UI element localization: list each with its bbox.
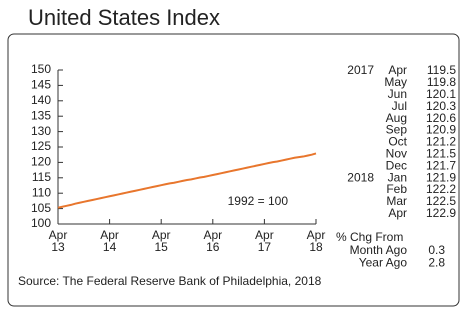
table-month: Aug: [386, 111, 407, 125]
table-month: Sep: [386, 123, 408, 137]
table-value: 120.1: [426, 87, 456, 101]
table-month: Jul: [392, 99, 407, 113]
x-tick-label: Apr 18: [306, 228, 326, 254]
x-tick-label: Apr 15: [151, 228, 171, 254]
table-month: Apr: [388, 206, 407, 220]
data-line: [57, 152, 317, 209]
table-month: Nov: [386, 146, 407, 160]
table-month: Apr: [388, 63, 407, 77]
table-month: Jan: [388, 170, 407, 184]
annotation: 1992 = 100: [228, 194, 289, 208]
change-label: Year Ago: [359, 256, 408, 270]
change-header: % Chg From: [336, 230, 403, 244]
change-value: 0.3: [428, 243, 445, 257]
table-month: Feb: [386, 182, 407, 196]
table-value: 121.9: [426, 170, 456, 184]
change-label: Month Ago: [350, 243, 408, 257]
table-year: 2017: [347, 63, 374, 77]
table-value: 120.9: [426, 123, 456, 137]
source: Source: The Federal Reserve Bank of Phil…: [18, 274, 322, 288]
y-tick-label: 100: [31, 216, 51, 230]
y-tick-label: 145: [31, 78, 51, 92]
table-month: Oct: [388, 135, 407, 149]
table-month: Mar: [386, 194, 407, 208]
table-month: Jun: [388, 87, 407, 101]
table-month: May: [384, 75, 407, 89]
table-month: Dec: [386, 158, 407, 172]
table-value: 120.6: [426, 111, 456, 125]
y-tick-label: 125: [31, 139, 51, 153]
y-tick-label: 150: [31, 62, 51, 76]
y-tick-label: 115: [32, 170, 51, 184]
x-tick-label: Apr 14: [100, 228, 119, 254]
x-tick-label: Apr 13: [48, 228, 68, 254]
table-value: 120.3: [426, 99, 456, 113]
y-tick-label: 130: [31, 124, 51, 138]
table-value: 121.5: [426, 146, 456, 160]
y-tick-label: 135: [31, 108, 51, 122]
frame: [7, 33, 460, 307]
table-value: 121.7: [426, 158, 456, 172]
table-value: 122.5: [426, 194, 456, 208]
table-value: 122.9: [426, 206, 456, 220]
x-tick-label: Apr 17: [255, 228, 274, 254]
chart-title: United States Index: [28, 5, 220, 30]
table-value: 119.8: [427, 75, 456, 89]
x-tick-label: Apr 16: [203, 228, 223, 254]
table-value: 121.2: [426, 135, 456, 149]
table-value: 122.2: [426, 182, 456, 196]
table-value: 119.5: [427, 63, 456, 77]
y-tick-label: 110: [32, 185, 51, 199]
y-tick-label: 105: [31, 201, 51, 215]
change-value: 2.8: [428, 256, 445, 270]
y-tick-label: 120: [31, 155, 51, 169]
y-tick-label: 140: [31, 93, 51, 107]
table-year: 2018: [347, 170, 374, 184]
